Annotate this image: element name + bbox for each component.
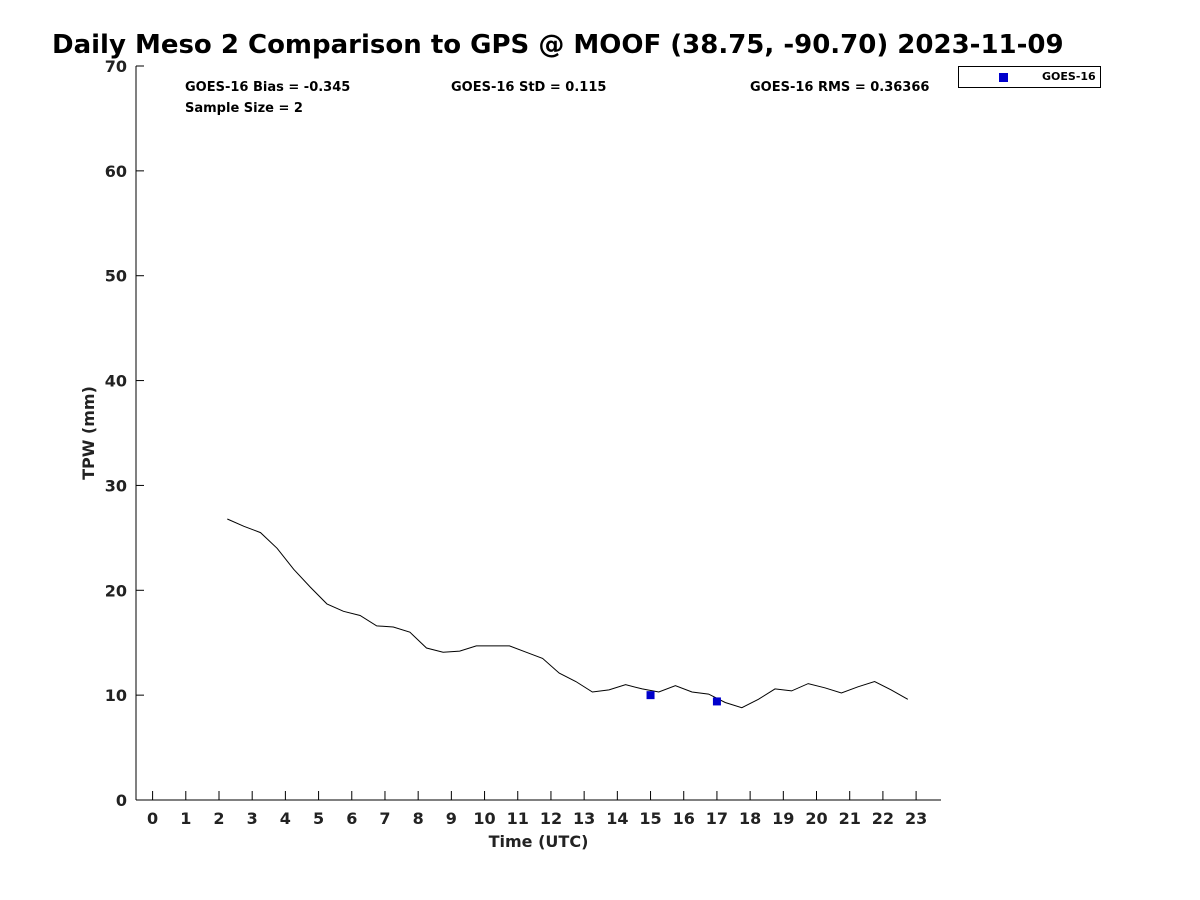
y-tick-label: 60 bbox=[105, 162, 127, 181]
x-tick-label: 16 bbox=[673, 809, 695, 828]
chart-title: Daily Meso 2 Comparison to GPS @ MOOF (3… bbox=[52, 30, 1064, 60]
y-tick-label: 30 bbox=[105, 476, 127, 495]
bias-stat: GOES-16 Bias = -0.345 bbox=[185, 80, 351, 95]
x-tick-label: 2 bbox=[213, 809, 224, 828]
x-tick-label: 22 bbox=[872, 809, 894, 828]
x-tick-label: 9 bbox=[446, 809, 457, 828]
x-tick-label: 17 bbox=[706, 809, 728, 828]
y-tick-label: 0 bbox=[116, 791, 127, 810]
x-tick-label: 3 bbox=[247, 809, 258, 828]
x-tick-label: 11 bbox=[507, 809, 529, 828]
x-tick-label: 8 bbox=[413, 809, 424, 828]
x-tick-label: 10 bbox=[473, 809, 495, 828]
x-tick-label: 5 bbox=[313, 809, 324, 828]
x-tick-label: 19 bbox=[772, 809, 794, 828]
x-tick-label: 4 bbox=[280, 809, 291, 828]
std-stat: GOES-16 StD = 0.115 bbox=[451, 80, 607, 95]
x-axis-label: Time (UTC) bbox=[489, 832, 589, 851]
legend: GOES-16 bbox=[958, 66, 1101, 88]
y-tick-label: 20 bbox=[105, 581, 127, 600]
goes16-point bbox=[646, 691, 655, 700]
y-tick-label: 40 bbox=[105, 372, 127, 391]
x-tick-label: 1 bbox=[180, 809, 191, 828]
y-axis-label: TPW (mm) bbox=[79, 386, 98, 480]
rms-stat: GOES-16 RMS = 0.36366 bbox=[750, 80, 930, 95]
x-tick-label: 21 bbox=[839, 809, 861, 828]
x-tick-label: 7 bbox=[379, 809, 390, 828]
legend-label-goes16: GOES-16 bbox=[1042, 70, 1096, 83]
goes16-point bbox=[712, 697, 721, 706]
x-tick-label: 13 bbox=[573, 809, 595, 828]
x-tick-label: 14 bbox=[606, 809, 628, 828]
x-tick-label: 20 bbox=[805, 809, 827, 828]
y-tick-label: 10 bbox=[105, 686, 127, 705]
y-tick-label: 50 bbox=[105, 267, 127, 286]
sample-size-stat: Sample Size = 2 bbox=[185, 101, 303, 116]
x-tick-label: 18 bbox=[739, 809, 761, 828]
x-tick-label: 23 bbox=[905, 809, 927, 828]
legend-marker-goes16 bbox=[999, 73, 1008, 82]
gps-tpw-line bbox=[227, 518, 909, 709]
x-tick-label: 6 bbox=[346, 809, 357, 828]
y-tick-label: 70 bbox=[105, 57, 127, 76]
x-tick-label: 0 bbox=[147, 809, 158, 828]
x-tick-label: 12 bbox=[540, 809, 562, 828]
x-tick-label: 15 bbox=[639, 809, 661, 828]
